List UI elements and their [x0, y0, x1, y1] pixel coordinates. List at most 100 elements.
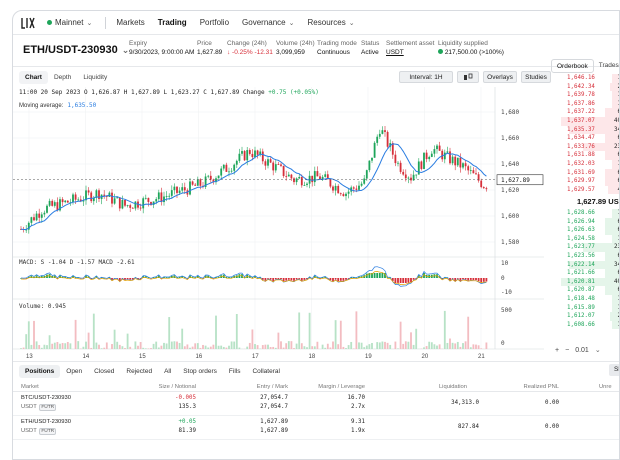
macd-histogram-bar: [386, 277, 389, 279]
minus-icon[interactable]: −: [565, 346, 570, 354]
bid-row[interactable]: 1,623.56 6: [551, 252, 619, 261]
bid-row[interactable]: 1,608.66 1: [551, 320, 619, 330]
volume-bar: [378, 342, 381, 349]
tab-trades[interactable]: Trades: [598, 62, 619, 69]
tab-all[interactable]: All: [164, 368, 172, 375]
ask-row[interactable]: 1,637.22 6: [551, 108, 619, 117]
bid-row[interactable]: 1,626.63 6: [551, 226, 619, 235]
show-button[interactable]: Sh: [609, 364, 619, 376]
table-row[interactable]: BTC/USDT-230930 USDT FUTR -0.005 135.3 2…: [13, 392, 619, 416]
macd-histogram-bar: [407, 278, 410, 283]
settlement-asset-link[interactable]: USDT: [386, 49, 404, 56]
tab-chart[interactable]: Chart: [19, 71, 48, 84]
ask-row[interactable]: 1,629.97 6: [551, 177, 619, 186]
bid-row[interactable]: 1,620.87 6: [551, 286, 619, 295]
candle-body: [425, 152, 428, 160]
tab-stop-orders[interactable]: Stop orders: [183, 368, 217, 375]
candle-body: [436, 145, 438, 150]
nav-governance[interactable]: Governance ⌄: [242, 18, 294, 27]
ask-row[interactable]: 1,631.88 6: [551, 151, 619, 160]
tab-fills[interactable]: Fills: [228, 368, 241, 375]
table-row[interactable]: ETH/USDT-230930 USDT FUTR +0.05 81.39 1,…: [13, 416, 619, 440]
overlays-button[interactable]: Overlays: [483, 71, 517, 83]
row-leverage: 1.9x: [351, 428, 365, 434]
depth-bar: [605, 151, 619, 160]
candle-body: [433, 149, 436, 154]
macd-histogram-bar: [183, 277, 186, 278]
tab-depth[interactable]: Depth: [53, 74, 72, 81]
order-size: 1: [618, 74, 620, 83]
tab-collateral[interactable]: Collateral: [252, 368, 280, 375]
tab-positions[interactable]: Positions: [19, 365, 61, 378]
candle-body: [27, 222, 30, 230]
interval-button[interactable]: Interval: 1H: [399, 71, 453, 83]
candle-body: [246, 150, 249, 161]
ask-row[interactable]: 1,633.76 23: [551, 142, 619, 152]
bid-row[interactable]: 1,622.14 34: [551, 260, 619, 270]
time-tick-label: 19: [365, 354, 372, 360]
tick-size[interactable]: 0.01: [575, 346, 589, 354]
market-selector[interactable]: ETH/USDT-230930 ⌄: [23, 44, 129, 56]
liquidity-status-icon: [438, 49, 443, 54]
ask-row[interactable]: 1,632.03 1: [551, 160, 619, 169]
ask-row[interactable]: 1,637.86 1: [551, 99, 619, 109]
ask-row[interactable]: 1,634.47 6: [551, 134, 619, 143]
candle-body: [417, 161, 420, 175]
volume-bar: [402, 343, 405, 349]
bid-row[interactable]: 1,626.94 6: [551, 217, 619, 227]
candle-body: [391, 143, 394, 155]
volume-bar: [308, 312, 311, 349]
macd-histogram-bar: [451, 278, 454, 279]
tab-liquidity[interactable]: Liquidity: [83, 74, 108, 81]
bid-row[interactable]: 1,621.66 6: [551, 269, 619, 278]
tab-open[interactable]: Open: [66, 368, 83, 375]
nav-resources[interactable]: Resources ⌄: [308, 18, 355, 27]
ask-row[interactable]: 1,642.34 2: [551, 82, 619, 92]
bid-row[interactable]: 1,618.48 1: [551, 295, 619, 304]
chart-type-button[interactable]: [457, 71, 479, 83]
price-chart[interactable]: 1,680 1,660 1,640 1,620 1,600 1,580 1,627.89 10…: [13, 87, 544, 361]
stat-status: Status Active: [361, 39, 379, 57]
order-size: 1: [618, 235, 620, 244]
volume-bar: [436, 345, 438, 349]
bid-row[interactable]: 1,620.81 40: [551, 277, 619, 287]
ask-row[interactable]: 1,639.78 1: [551, 91, 619, 100]
volume-bar: [464, 341, 467, 349]
plus-icon[interactable]: +: [555, 346, 560, 354]
order-price: 1,642.34: [567, 83, 595, 90]
candle-body: [235, 160, 238, 165]
bid-row[interactable]: 1,628.66 1: [551, 209, 619, 218]
stat-value: Continuous: [317, 49, 350, 56]
ask-row[interactable]: 1,637.07 40: [551, 117, 619, 126]
bid-row[interactable]: 1,624.58 1: [551, 234, 620, 244]
order-price: 1,637.07: [567, 118, 595, 124]
candle-body: [181, 187, 184, 191]
ask-row[interactable]: 1,629.57 4: [551, 185, 619, 195]
logo-icon[interactable]: [21, 17, 35, 29]
tab-orderbook[interactable]: Orderbook: [551, 59, 594, 73]
bid-row[interactable]: 1,623.77 23: [551, 243, 619, 252]
row-margin: 16.70: [347, 395, 365, 401]
ask-row[interactable]: 1,646.16 1: [551, 74, 620, 83]
macd-histogram-bar: [264, 278, 267, 281]
row-market[interactable]: BTC/USDT-230930: [21, 395, 71, 401]
volume-bar: [40, 347, 43, 349]
positions-tabs: Positions Open Closed Rejected All Stop …: [19, 365, 286, 378]
ask-row[interactable]: 1,631.69 6: [551, 168, 619, 178]
tab-rejected[interactable]: Rejected: [126, 368, 153, 375]
tab-closed[interactable]: Closed: [94, 368, 115, 375]
bid-row[interactable]: 1,612.07 2: [551, 312, 619, 321]
nav-portfolio[interactable]: Portfolio: [200, 18, 229, 27]
studies-button[interactable]: Studies: [521, 71, 551, 83]
ask-row[interactable]: 1,635.37 34: [551, 125, 619, 135]
network-selector[interactable]: Mainnet ⌄: [47, 18, 92, 27]
row-market[interactable]: ETH/USDT-230930: [21, 419, 71, 425]
depth-bar: [568, 260, 619, 270]
nav-trading[interactable]: Trading: [158, 18, 187, 27]
volume-bar: [282, 347, 285, 349]
candle-body: [228, 171, 230, 173]
bid-row[interactable]: 1,615.89 1: [551, 303, 619, 313]
candle-body: [196, 179, 199, 186]
nav-markets[interactable]: Markets: [116, 18, 144, 27]
price-tick-label: 1,580: [501, 239, 519, 246]
